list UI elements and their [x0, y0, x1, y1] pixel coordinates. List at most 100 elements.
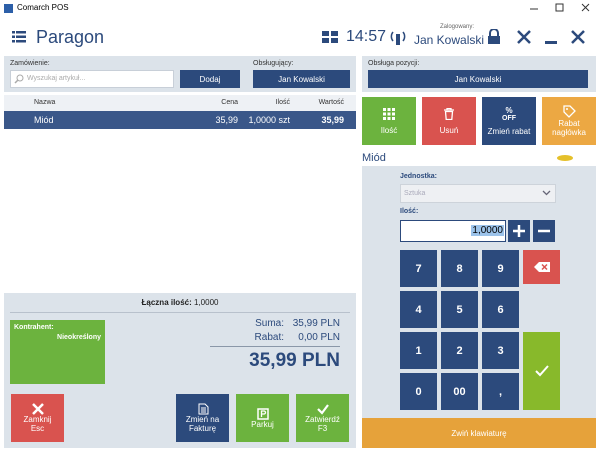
table-header	[4, 95, 356, 111]
keypad-key[interactable]: 5	[441, 291, 478, 328]
park-icon	[256, 407, 269, 420]
action-label: Usuń	[439, 125, 459, 135]
search-placeholder: Wyszukaj artykuł...	[27, 75, 86, 82]
sum-value: 35,99 PLN	[292, 318, 340, 329]
logged-user: Jan Kowalski	[414, 33, 485, 47]
total-qty: Łączna ilość: 1,0000	[0, 298, 360, 307]
col-header: Cena	[221, 99, 238, 106]
check-icon	[534, 365, 549, 377]
app-icon	[4, 4, 13, 13]
qty-value: 1,0000	[471, 225, 504, 236]
search-box[interactable]	[10, 70, 174, 88]
customer-box[interactable]: Kontrahent: Nieokreślony	[10, 320, 105, 384]
total-qty-value: 1,0000	[194, 298, 219, 307]
keyboard-panel	[362, 166, 596, 418]
action-label: Ilość	[380, 125, 398, 135]
button-shortcut: F3	[317, 424, 328, 433]
sum-label: Suma:	[255, 318, 284, 329]
keypad-key[interactable]: 9	[482, 250, 519, 287]
keypad-key[interactable]: 7	[400, 250, 437, 287]
col-header: Ilość	[275, 99, 290, 106]
search-icon	[14, 74, 24, 84]
discount-action[interactable]: % OFF Zmień rabat	[482, 97, 536, 145]
unit-value: Sztuka	[404, 190, 426, 197]
keypad-key[interactable]: ,	[482, 373, 519, 410]
discount-value: 0,00 PLN	[298, 332, 340, 343]
keypad-key[interactable]: 3	[482, 332, 519, 369]
header-tools[interactable]	[486, 29, 586, 45]
minus-button[interactable]	[533, 220, 555, 242]
delete-action[interactable]: Usuń	[422, 97, 476, 145]
network-icon	[390, 31, 406, 45]
divider	[10, 312, 350, 313]
cell: 35,99	[321, 115, 344, 125]
order-label: Zamówienie:	[10, 60, 50, 67]
cell: 35,99	[215, 115, 238, 125]
divider	[210, 346, 340, 347]
confirm-button[interactable]: Zatwierdź F3	[296, 394, 349, 442]
discount-label: Rabat:	[254, 332, 284, 343]
collapse-label: Zwiń klawiaturę	[451, 428, 507, 438]
keypad-key[interactable]: 6	[482, 291, 519, 328]
keypad-key[interactable]: 0	[400, 373, 437, 410]
keypad-key[interactable]: 00	[441, 373, 478, 410]
total-qty-label: Łączna ilość:	[141, 298, 192, 307]
cashier-name: Jan Kowalski	[278, 74, 325, 84]
button-shortcut: Esc	[30, 424, 45, 433]
action-label: Rabat nagłówka	[552, 119, 586, 137]
window-title: Comarch POS	[17, 3, 69, 12]
check-icon	[316, 404, 329, 415]
trash-icon	[444, 107, 454, 120]
action-label: Zmień rabat	[487, 126, 531, 136]
qty-label: Ilość:	[400, 208, 419, 215]
header-title: Paragon	[36, 27, 105, 47]
minus-icon	[538, 229, 550, 233]
keypad-key[interactable]: 8	[441, 250, 478, 287]
menu-icon[interactable]	[12, 31, 26, 43]
qty-action[interactable]: Ilość	[362, 97, 416, 145]
button-label: Parkuj	[251, 419, 274, 429]
collapse-keyboard[interactable]: Zwiń klawiaturę	[362, 418, 596, 448]
cashier-label: Obsługujący:	[253, 60, 294, 67]
table-row[interactable]	[4, 111, 356, 129]
park-button[interactable]: Parkuj	[236, 394, 289, 442]
logged-label: Zalogowany:	[440, 24, 475, 30]
plus-icon	[513, 225, 525, 237]
enter-key[interactable]	[523, 332, 560, 410]
cell: Miód	[34, 115, 54, 125]
cell: 1,0000 szt	[248, 115, 290, 125]
backspace-key[interactable]	[523, 250, 560, 284]
col-header: Nazwa	[34, 99, 56, 106]
add-button[interactable]: Dodaj	[180, 70, 240, 88]
icon-text: OFF	[502, 114, 516, 122]
header-discount-action[interactable]: Rabat nagłówka	[542, 97, 596, 145]
keypad-key[interactable]: 4	[400, 291, 437, 328]
invoice-button[interactable]: Zmień na Fakturę	[176, 394, 229, 442]
window-controls[interactable]	[520, 0, 600, 16]
close-icon	[31, 403, 44, 415]
position-user: Jan Kowalski	[454, 74, 502, 84]
position-user-button[interactable]: Jan Kowalski	[368, 70, 588, 88]
button-label: Zmień na Fakturę	[185, 415, 220, 433]
layout-icon[interactable]	[322, 31, 338, 44]
unit-select[interactable]	[400, 184, 556, 203]
cashier-button[interactable]: Jan Kowalski	[253, 70, 350, 88]
col-header: Wartość	[318, 99, 344, 106]
plus-button[interactable]	[508, 220, 530, 242]
close-button[interactable]: Zamknij Esc	[11, 394, 64, 442]
keypad-key[interactable]: 2	[441, 332, 478, 369]
invoice-icon	[198, 403, 208, 415]
customer-name: Nieokreślony	[57, 334, 101, 341]
clock: 14:57	[346, 28, 387, 45]
add-label: Dodaj	[199, 74, 221, 84]
tag-icon	[563, 105, 576, 118]
position-label: Obsługa pozycji:	[368, 60, 420, 67]
button-label: Zatwierdź	[305, 415, 340, 424]
keypad-key[interactable]: 1	[400, 332, 437, 369]
dropdown-arrow	[542, 190, 551, 196]
grand-total: 35,99 PLN	[249, 350, 340, 371]
grid-icon	[383, 107, 395, 120]
icon-text: %	[505, 105, 513, 115]
item-icon	[557, 155, 573, 161]
